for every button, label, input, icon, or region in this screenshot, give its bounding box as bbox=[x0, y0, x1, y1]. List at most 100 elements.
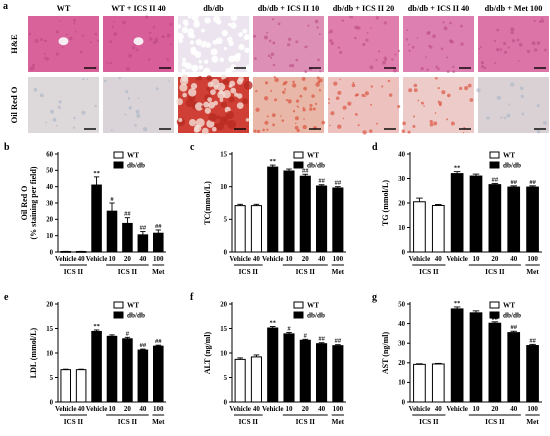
he-texture bbox=[253, 34, 257, 38]
oil-red-o-texture bbox=[182, 92, 187, 98]
he-texture bbox=[266, 31, 269, 34]
oil-red-o-texture bbox=[81, 110, 86, 115]
oil-red-o-texture bbox=[441, 90, 446, 95]
he-texture bbox=[69, 36, 73, 41]
y-tick-label: 50 bbox=[398, 301, 405, 308]
he-texture bbox=[408, 43, 410, 46]
he-texture bbox=[480, 46, 483, 49]
he-texture bbox=[272, 41, 276, 45]
oil-red-o-texture bbox=[178, 117, 183, 123]
bar bbox=[526, 186, 539, 253]
he-texture bbox=[61, 46, 64, 49]
oil-red-o-texture bbox=[176, 98, 183, 106]
he-texture bbox=[405, 38, 409, 41]
oil-red-o-texture bbox=[124, 113, 127, 116]
he-texture bbox=[223, 47, 227, 51]
he-texture bbox=[442, 21, 445, 24]
significance-label: # bbox=[110, 196, 114, 203]
oil-red-o-texture bbox=[370, 85, 374, 88]
he-texture bbox=[94, 32, 98, 36]
he-texture bbox=[350, 15, 354, 19]
he-texture bbox=[242, 28, 248, 34]
oil-red-o-texture bbox=[412, 124, 416, 128]
oil-red-o-texture bbox=[314, 102, 318, 105]
significance-label: # bbox=[126, 330, 130, 337]
he-texture bbox=[290, 63, 295, 68]
bar bbox=[137, 349, 149, 403]
oil-red-o-texture bbox=[446, 118, 449, 121]
oil-red-o-texture bbox=[302, 106, 305, 109]
significance-label: ## bbox=[510, 324, 517, 331]
oil-red-o-texture bbox=[296, 105, 299, 108]
he-texture bbox=[449, 21, 452, 25]
legend-swatch-wt bbox=[293, 151, 304, 159]
bar bbox=[91, 184, 102, 253]
bar bbox=[122, 222, 133, 253]
column-header: db/db + ICS II 20 bbox=[333, 4, 395, 13]
oil-red-o-texture bbox=[369, 129, 373, 133]
he-texture bbox=[354, 36, 357, 40]
oil-red-o-texture bbox=[321, 120, 326, 125]
oil-red-o-texture bbox=[243, 80, 253, 90]
oil-red-o-texture bbox=[206, 75, 212, 81]
column-header: db/db + Met 100 bbox=[485, 4, 543, 13]
oil-red-o-texture bbox=[213, 123, 218, 128]
he-texture bbox=[440, 47, 444, 51]
x-tick-label: 20 bbox=[124, 405, 132, 413]
panel-letter: c bbox=[190, 142, 195, 153]
legend-label-dbdb: db/db bbox=[127, 162, 145, 170]
he-texture bbox=[295, 58, 299, 62]
y-tick-label: 10 bbox=[220, 184, 227, 191]
he-texture bbox=[73, 18, 77, 22]
oil-red-o-texture bbox=[281, 119, 285, 122]
oil-red-o-texture bbox=[292, 110, 296, 113]
he-texture bbox=[73, 22, 76, 25]
legend-swatch-dbdb bbox=[293, 161, 304, 169]
significance-label: ## bbox=[510, 179, 517, 186]
y-tick-label: 30 bbox=[46, 200, 53, 207]
oil-red-o-texture bbox=[296, 128, 300, 133]
he-texture bbox=[406, 29, 409, 32]
oil-red-o-texture bbox=[355, 93, 359, 97]
he-texture bbox=[113, 32, 118, 36]
bar bbox=[75, 369, 87, 403]
bar bbox=[75, 251, 87, 253]
he-texture bbox=[169, 43, 173, 46]
he-texture bbox=[383, 56, 388, 61]
he-texture bbox=[187, 31, 194, 38]
significance-label: ## bbox=[529, 337, 536, 344]
oil-red-o-texture bbox=[168, 80, 170, 82]
oil-red-o-texture bbox=[272, 123, 275, 127]
oil-red-o-texture bbox=[127, 97, 131, 100]
x-tick-label: 20 bbox=[124, 255, 132, 263]
y-tick-label: 30 bbox=[398, 341, 405, 348]
oil-red-o-texture bbox=[72, 126, 76, 129]
oil-red-o-texture bbox=[301, 77, 306, 81]
x-tick-label: Vehicle bbox=[86, 405, 108, 413]
he-texture bbox=[460, 24, 463, 28]
legend-label-wt: WT bbox=[307, 152, 319, 160]
oil-red-o-texture bbox=[219, 98, 224, 102]
he-texture bbox=[503, 50, 508, 54]
panel-letter: f bbox=[190, 292, 194, 303]
oil-red-o-texture bbox=[285, 98, 289, 102]
significance-label: ** bbox=[454, 300, 461, 307]
y-axis-label: ALT (ng/ml) bbox=[203, 331, 212, 374]
oil-red-o-texture bbox=[408, 88, 413, 93]
he-texture bbox=[394, 53, 397, 56]
x-tick-label: Vehicle bbox=[409, 405, 431, 413]
panel-letter: d bbox=[372, 142, 378, 153]
group-label: ICS II bbox=[64, 418, 84, 426]
oil-red-o-texture bbox=[266, 128, 269, 131]
he-texture bbox=[166, 33, 171, 38]
bar bbox=[332, 187, 344, 253]
oil-red-o-texture bbox=[264, 120, 269, 125]
legend-label-dbdb: db/db bbox=[503, 312, 521, 320]
oil-red-o-texture bbox=[39, 93, 44, 98]
y-tick-label: 0 bbox=[402, 399, 406, 406]
he-texture bbox=[109, 40, 113, 44]
oil-red-o-texture bbox=[467, 83, 472, 88]
he-texture bbox=[145, 15, 149, 19]
panel-a-letter: a bbox=[3, 1, 8, 12]
he-texture bbox=[531, 41, 536, 46]
